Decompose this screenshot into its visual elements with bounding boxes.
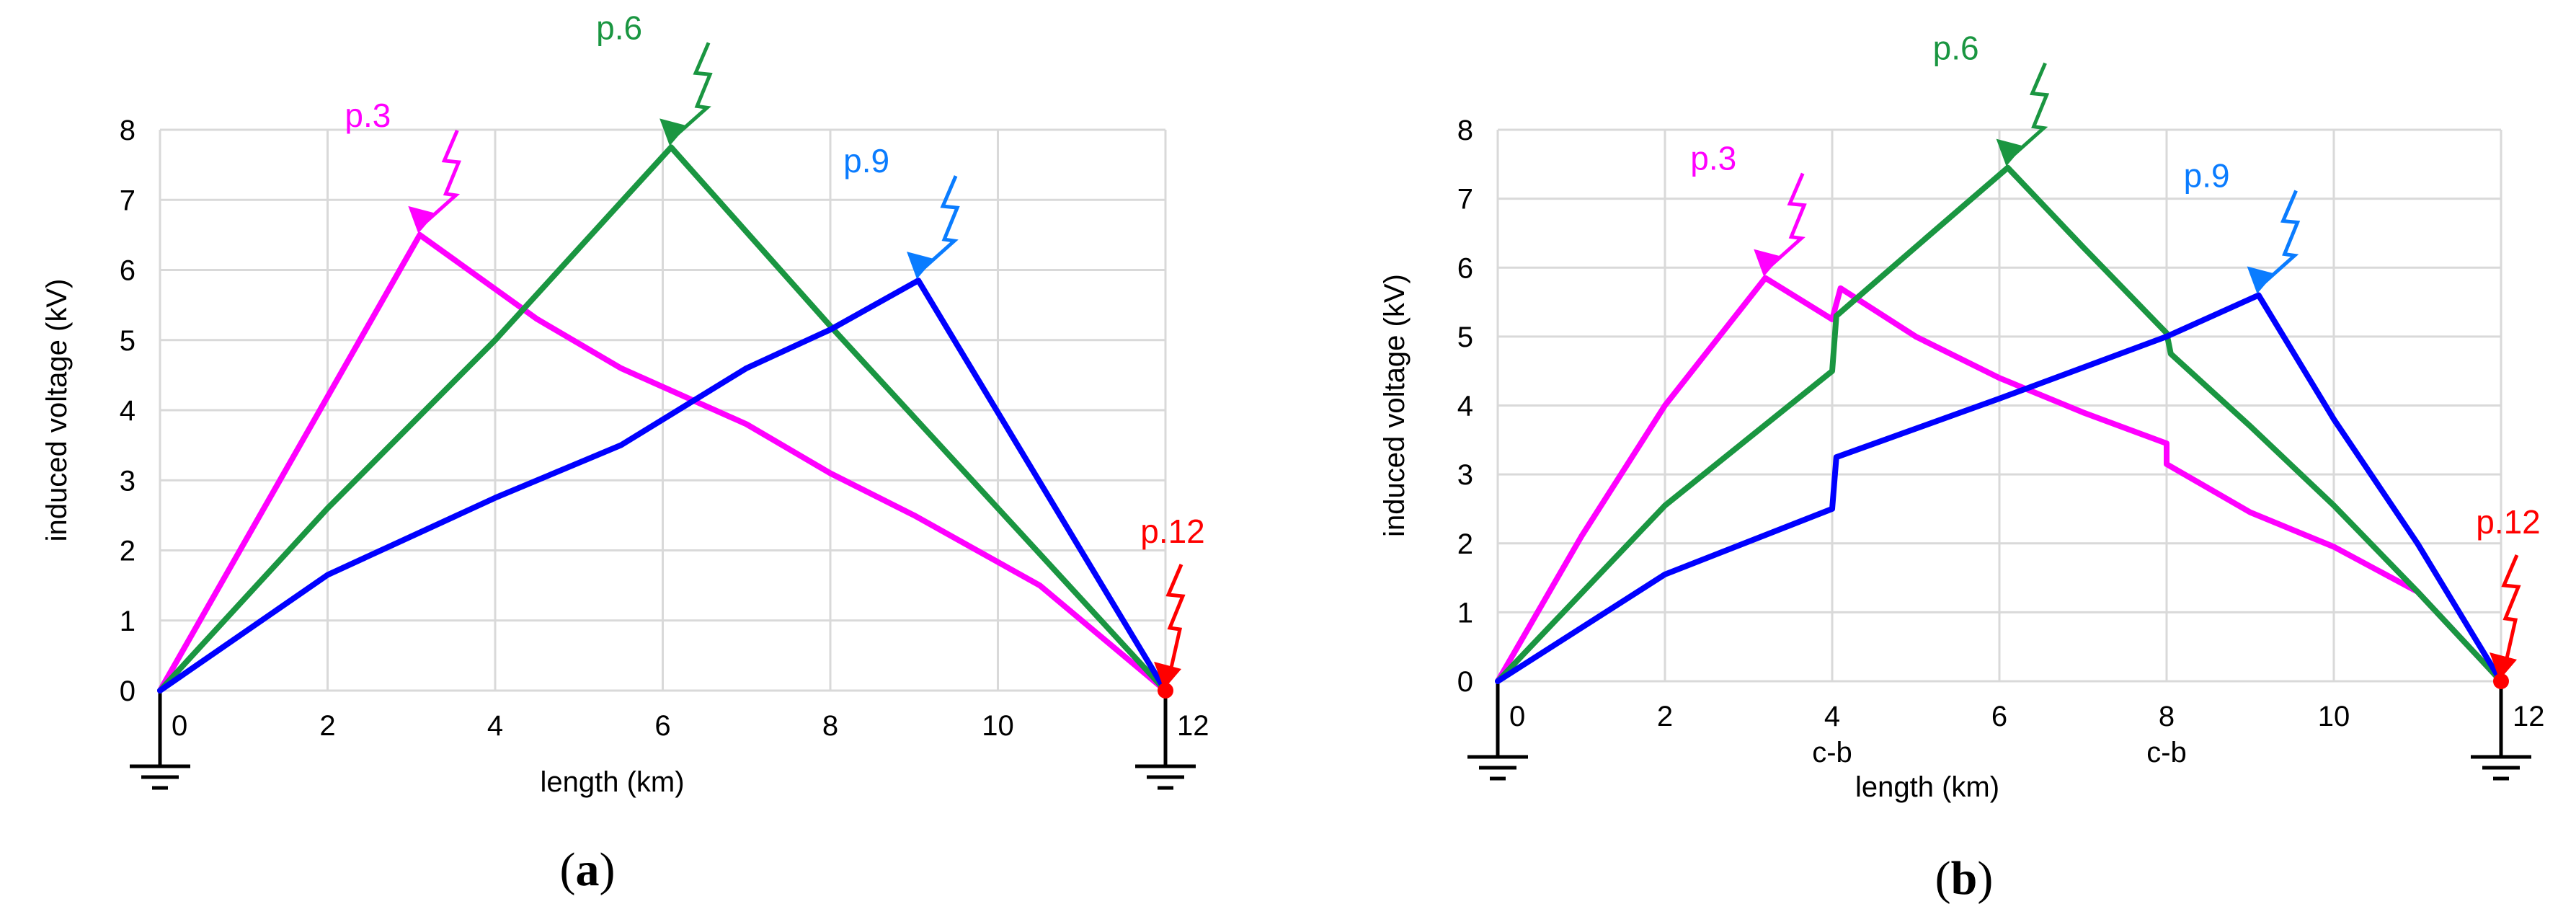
x-tick-label: 12 — [2513, 701, 2545, 732]
y-axis-title: induced voltage (kV) — [1379, 274, 1411, 537]
cable-section-label: c-b — [2146, 737, 2187, 768]
strike-arrow-icon — [1996, 138, 2024, 167]
x-axis-title: length (km) — [540, 766, 684, 798]
strike-label-p12: p.12 — [1140, 513, 1205, 550]
caption-paren-open: ( — [560, 843, 576, 896]
strike-arrow-icon — [1154, 662, 1181, 689]
panel-caption: (a) — [560, 843, 616, 896]
y-tick-label: 3 — [1457, 459, 1473, 491]
series-line-p6 — [157, 144, 1168, 693]
x-tick-label: 6 — [1991, 701, 2007, 732]
cable-section-label: c-b — [1812, 737, 1852, 768]
series-line-p9 — [1495, 292, 2504, 684]
x-tick-label: 8 — [2159, 701, 2175, 732]
strike-label-p9: p.9 — [843, 142, 889, 179]
y-tick-label: 4 — [1457, 391, 1473, 422]
panel-caption: (b) — [1935, 852, 1994, 905]
strike-point-marker — [1158, 683, 1173, 699]
caption-letter: b — [1951, 852, 1978, 905]
x-tick-label: 4 — [1824, 701, 1840, 732]
caption-paren-close: ) — [600, 843, 616, 896]
lightning-bolt-icon — [2260, 190, 2301, 287]
series-line-p3 — [157, 231, 1168, 693]
y-tick-label: 4 — [120, 395, 136, 427]
strike-arrow-icon — [408, 205, 436, 234]
x-tick-label: 10 — [982, 710, 1014, 742]
series-line-p9 — [157, 278, 1168, 693]
strike-arrow-icon — [2247, 266, 2275, 294]
ground-left-icon — [1467, 681, 1528, 781]
lightning-bolt-icon — [920, 175, 960, 272]
y-tick-label: 0 — [120, 675, 136, 707]
strike-arrow-icon — [907, 252, 935, 280]
x-tick-label: 2 — [319, 710, 335, 742]
y-tick-label: 7 — [1457, 184, 1473, 216]
lightning-bolt-icon — [1767, 172, 1807, 270]
strike-arrow-icon — [2490, 652, 2517, 680]
y-tick-label: 5 — [120, 325, 136, 357]
lightning-bolt-icon — [1165, 564, 1186, 681]
strike-label-p3: p.3 — [1690, 140, 1736, 177]
lightning-bolt-icon — [2501, 554, 2521, 672]
x-tick-label: 12 — [1177, 710, 1209, 742]
y-tick-label: 6 — [1457, 252, 1473, 284]
x-tick-label: 8 — [822, 710, 838, 742]
lightning-bolt-icon — [421, 129, 461, 226]
y-tick-label: 0 — [1457, 666, 1473, 698]
y-axis-title: induced voltage (kV) — [41, 279, 73, 542]
y-tick-label: 2 — [1457, 528, 1473, 560]
x-tick-label: 2 — [1657, 701, 1673, 732]
ground-left-icon — [130, 691, 190, 790]
y-tick-label: 8 — [120, 115, 136, 146]
lightning-bolt-icon — [672, 42, 713, 139]
caption-letter: a — [576, 843, 600, 896]
caption-paren-open: ( — [1935, 852, 1951, 905]
y-tick-label: 8 — [1457, 115, 1473, 146]
strike-label-p6: p.6 — [1933, 30, 1979, 67]
ground-right-icon — [1135, 691, 1196, 790]
x-axis-title: length (km) — [1855, 771, 1999, 803]
series-line-p3 — [1495, 275, 2504, 684]
strike-arrow-icon — [1754, 249, 1782, 277]
lightning-bolt-icon — [2009, 62, 2050, 159]
strike-point-marker — [2493, 673, 2509, 689]
strike-label-p12: p.12 — [2476, 503, 2541, 541]
strike-label-p6: p.6 — [596, 9, 642, 46]
y-tick-label: 7 — [120, 185, 136, 216]
y-tick-label: 3 — [120, 465, 136, 497]
x-tick-label: 6 — [654, 710, 670, 742]
strike-label-p9: p.9 — [2184, 157, 2230, 195]
caption-paren-close: ) — [1977, 852, 1993, 905]
y-tick-label: 6 — [120, 255, 136, 287]
strike-label-p3: p.3 — [345, 97, 391, 134]
y-tick-label: 5 — [1457, 322, 1473, 353]
series-line-p6 — [1495, 164, 2504, 684]
y-tick-label: 1 — [120, 606, 136, 637]
y-tick-label: 2 — [120, 536, 136, 567]
ground-right-icon — [2471, 681, 2531, 781]
x-tick-label: 0 — [1509, 701, 1525, 732]
strike-arrow-icon — [659, 118, 688, 146]
y-tick-label: 1 — [1457, 597, 1473, 629]
x-tick-label: 10 — [2318, 701, 2350, 732]
x-tick-label: 4 — [487, 710, 503, 742]
x-tick-label: 0 — [172, 710, 187, 742]
